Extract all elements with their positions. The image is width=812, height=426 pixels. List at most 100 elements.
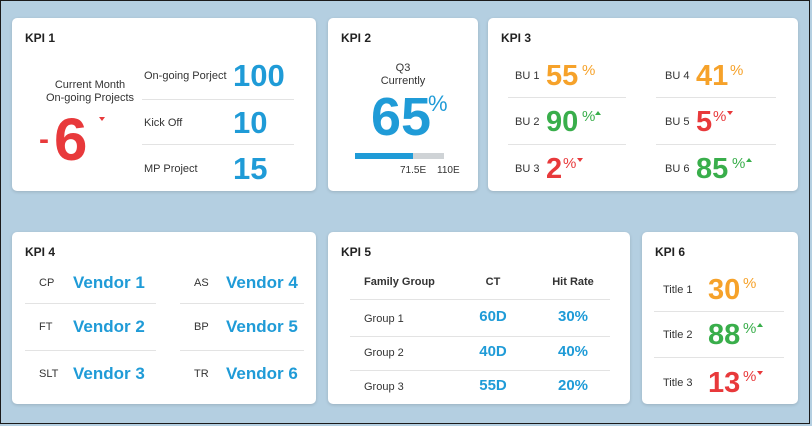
kpi6-divider [654, 311, 784, 312]
kpi2-value: 65 [371, 87, 432, 147]
kpi3-item-unit: % [582, 108, 596, 125]
kpi3-item-label: BU 6 [665, 163, 690, 175]
kpi1-row2-value: 10 [233, 105, 268, 140]
kpi4-vendor: Vendor 6 [226, 364, 298, 383]
kpi2-progress-track [355, 153, 444, 159]
kpi5-row-group: Group 1 [364, 313, 404, 325]
kpi3-item-value: 2 [546, 153, 563, 185]
kpi6-trend-up-icon [757, 323, 763, 327]
kpi3-item-unit: % [732, 155, 746, 172]
kpi3-divider [656, 97, 776, 98]
kpi3-divider [656, 144, 776, 145]
kpi3-card: KPI 3 BU 1 55 % BU 2 90 % BU 3 2 % BU 4 … [488, 18, 798, 191]
kpi2-unit: % [428, 91, 448, 116]
kpi3-item-label: BU 5 [665, 116, 690, 128]
kpi2-progress-fill [355, 153, 413, 159]
kpi3-trend-down-icon [577, 158, 583, 162]
kpi3-item-label: BU 2 [515, 116, 540, 128]
kpi3-item-unit: % [582, 62, 596, 79]
kpi4-code: BP [194, 321, 209, 333]
kpi2-marker2: 110E [437, 165, 460, 176]
kpi1-label-line2: On-going Projects [45, 92, 135, 104]
kpi5-row-hit-rate: 20% [557, 377, 589, 394]
kpi1-label-line1: Current Month [54, 79, 126, 91]
kpi3-item-unit: % [563, 155, 577, 172]
kpi1-divider [142, 144, 294, 145]
kpi5-row-hit-rate: 30% [557, 308, 589, 325]
kpi5-header-hit-rate: Hit Rate [552, 276, 594, 288]
kpi3-item-value: 85 [696, 153, 729, 185]
kpi5-row-ct: 60D [479, 308, 507, 325]
kpi4-vendor: Vendor 2 [73, 317, 145, 336]
kpi1-row1-label: On-going Porject [144, 70, 227, 82]
kpi5-card: KPI 5 Family Group CT Hit Rate Group 1 6… [328, 232, 630, 404]
kpi2-label-line2: Currently [380, 75, 426, 87]
kpi4-vendor: Vendor 5 [226, 317, 298, 336]
kpi4-code: SLT [39, 368, 59, 380]
kpi4-divider [25, 303, 156, 304]
kpi1-divider [142, 99, 294, 100]
kpi6-item-unit: % [743, 368, 757, 385]
kpi4-divider [180, 303, 304, 304]
kpi3-item-value: 90 [546, 106, 579, 138]
kpi3-item-value: 55 [546, 60, 579, 92]
kpi3-title: KPI 3 [501, 31, 532, 45]
kpi6-title: KPI 6 [655, 245, 686, 259]
kpi4-title: KPI 4 [25, 245, 56, 259]
kpi1-row2-label: Kick Off [144, 117, 183, 129]
kpi5-row-group: Group 2 [364, 347, 404, 359]
kpi3-trend-up-icon [746, 158, 752, 162]
kpi4-divider [180, 350, 304, 351]
kpi4-code: FT [39, 321, 53, 333]
kpi5-header-ct: CT [485, 276, 501, 288]
kpi2-title: KPI 2 [341, 31, 372, 45]
kpi3-item-value: 5 [696, 106, 713, 138]
kpi4-code: CP [39, 277, 55, 289]
kpi4-code: AS [194, 277, 209, 289]
kpi6-item-unit: % [743, 320, 757, 337]
kpi3-trend-down-icon [727, 111, 733, 115]
kpi1-row3-value: 15 [233, 151, 268, 186]
kpi5-row-hit-rate: 40% [557, 343, 589, 360]
kpi1-title: KPI 1 [25, 31, 56, 45]
kpi1-delta-value: 6 [54, 106, 88, 173]
kpi5-header-family-group: Family Group [364, 276, 435, 288]
kpi3-divider [508, 97, 626, 98]
kpi4-divider [25, 350, 156, 351]
kpi4-card: KPI 4 CP Vendor 1 FT Vendor 2 SLT Vendor… [12, 232, 316, 404]
kpi2-marker1: 71.5E [400, 165, 427, 176]
kpi3-trend-up-icon [595, 111, 601, 115]
kpi3-item-value: 41 [696, 60, 729, 92]
kpi3-item-label: BU 3 [515, 163, 540, 175]
kpi6-divider [654, 357, 784, 358]
kpi3-item-label: BU 4 [665, 70, 690, 82]
kpi4-vendor: Vendor 3 [73, 364, 145, 383]
kpi5-divider [350, 299, 610, 300]
kpi2-card: KPI 2 Q3 Currently 65 % 71.5E 110E [328, 18, 478, 191]
kpi5-row-ct: 55D [479, 377, 507, 394]
kpi6-item-unit: % [743, 275, 757, 292]
kpi3-item-unit: % [730, 62, 744, 79]
kpi4-code: TR [194, 368, 209, 380]
kpi6-item-label: Title 2 [663, 329, 693, 341]
kpi3-item-unit: % [713, 108, 727, 125]
kpi1-row3-label: MP Project [144, 163, 198, 175]
kpi6-card: KPI 6 Title 1 30 % Title 2 88 % Title 3 … [642, 232, 798, 404]
kpi4-vendor: Vendor 4 [226, 273, 298, 292]
kpi1-card: KPI 1 Current Month On-going Projects - … [12, 18, 316, 191]
kpi6-item-value: 88 [708, 319, 741, 351]
kpi6-trend-down-icon [757, 371, 763, 375]
kpi5-row-ct: 40D [479, 343, 507, 360]
kpi3-item-label: BU 1 [515, 70, 540, 82]
kpi1-row1-value: 100 [233, 58, 285, 93]
kpi4-vendor: Vendor 1 [73, 273, 145, 292]
kpi3-divider [508, 144, 626, 145]
kpi6-item-label: Title 1 [663, 284, 693, 296]
kpi5-divider [350, 336, 610, 337]
kpi6-item-label: Title 3 [663, 377, 693, 389]
kpi6-item-value: 13 [708, 367, 741, 399]
kpi1-trend-down-icon [99, 117, 105, 121]
kpi5-row-group: Group 3 [364, 381, 404, 393]
kpi2-label-line1: Q3 [395, 62, 411, 74]
kpi1-delta-sign: - [39, 123, 49, 156]
